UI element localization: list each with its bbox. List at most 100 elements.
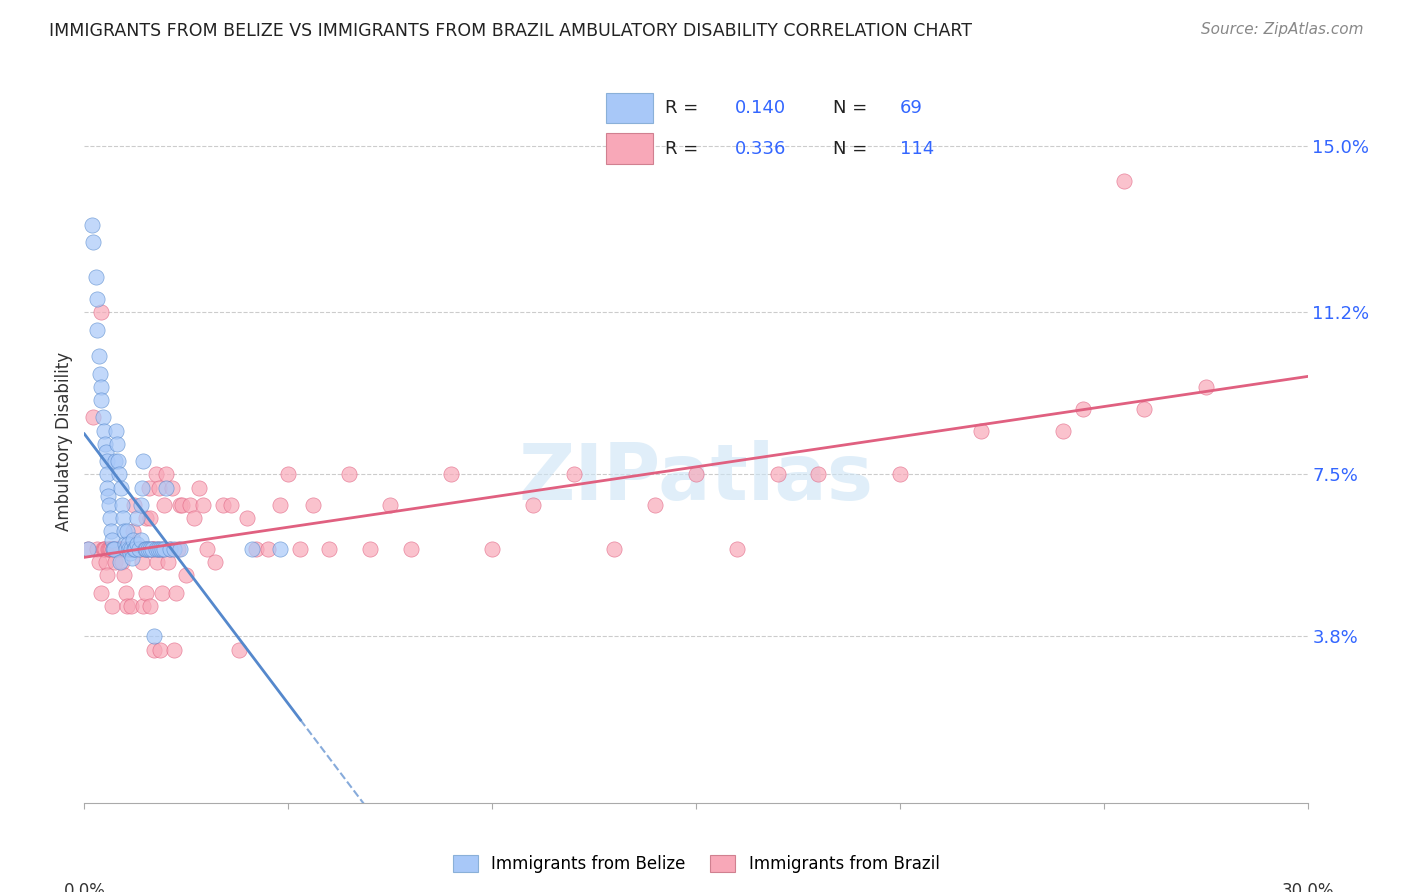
Y-axis label: Ambulatory Disability: Ambulatory Disability: [55, 352, 73, 531]
Point: [107, 541, 129, 556]
Point: [93, 541, 115, 556]
Point: [97, 541, 120, 556]
Point: [105, 424, 128, 438]
Point: [131, 541, 153, 556]
Point: [155, 467, 177, 482]
Point: [108, 467, 131, 482]
Point: [107, 454, 129, 468]
Point: [93, 424, 115, 438]
Point: [562, 467, 585, 482]
Point: [96, 454, 118, 468]
Point: [125, 541, 148, 556]
Point: [1195, 380, 1218, 394]
Point: [136, 541, 159, 556]
Point: [163, 642, 186, 657]
Point: [135, 511, 157, 525]
Point: [110, 541, 132, 556]
Point: [117, 537, 139, 551]
Point: [127, 511, 149, 525]
Point: [125, 537, 148, 551]
Point: [129, 541, 152, 556]
Point: [124, 541, 146, 556]
Point: [380, 498, 402, 512]
Point: [138, 481, 160, 495]
Point: [187, 481, 209, 495]
Point: [1133, 401, 1156, 416]
Point: [152, 541, 174, 556]
Point: [807, 467, 830, 482]
Point: [128, 541, 150, 556]
Point: [115, 585, 138, 599]
Point: [141, 541, 163, 556]
Point: [105, 436, 128, 450]
Point: [114, 537, 136, 551]
Legend: Immigrants from Belize, Immigrants from Brazil: Immigrants from Belize, Immigrants from …: [444, 847, 948, 881]
Text: Source: ZipAtlas.com: Source: ZipAtlas.com: [1201, 22, 1364, 37]
Point: [114, 541, 136, 556]
Point: [98, 511, 121, 525]
Point: [110, 555, 132, 569]
Point: [86, 292, 108, 306]
Point: [146, 555, 169, 569]
Point: [240, 541, 263, 556]
Point: [97, 489, 120, 503]
Point: [145, 541, 167, 556]
Point: [148, 481, 170, 495]
Point: [110, 541, 132, 556]
Point: [290, 541, 312, 556]
Point: [138, 541, 160, 556]
Point: [138, 599, 160, 613]
Point: [131, 498, 153, 512]
Point: [118, 541, 141, 556]
Point: [122, 541, 145, 556]
Point: [134, 541, 156, 556]
Point: [236, 511, 259, 525]
Point: [142, 642, 165, 657]
Point: [105, 541, 128, 556]
Point: [603, 541, 626, 556]
Point: [90, 305, 112, 319]
Point: [142, 541, 165, 556]
Point: [766, 467, 789, 482]
Point: [90, 380, 112, 394]
Point: [122, 524, 145, 539]
Point: [91, 410, 114, 425]
Point: [118, 546, 141, 560]
Point: [77, 541, 100, 556]
Point: [101, 533, 124, 547]
Point: [685, 467, 707, 482]
Point: [127, 541, 149, 556]
Point: [149, 642, 172, 657]
Point: [96, 481, 118, 495]
Point: [121, 550, 143, 565]
Point: [105, 541, 128, 556]
Point: [104, 454, 127, 468]
Point: [112, 524, 135, 539]
Point: [121, 541, 143, 556]
Point: [399, 541, 422, 556]
Point: [725, 541, 748, 556]
Point: [1073, 401, 1095, 416]
Point: [118, 541, 141, 556]
Point: [522, 498, 544, 512]
Point: [131, 555, 153, 569]
Point: [135, 585, 157, 599]
Point: [195, 541, 218, 556]
Point: [277, 467, 299, 482]
Text: 0.0%: 0.0%: [63, 881, 105, 892]
Point: [153, 498, 176, 512]
Point: [97, 498, 120, 512]
Point: [77, 541, 100, 556]
Point: [150, 541, 173, 556]
Point: [103, 541, 125, 556]
Point: [142, 629, 165, 643]
Point: [124, 541, 146, 556]
Point: [87, 555, 110, 569]
Point: [91, 541, 114, 556]
Point: [122, 533, 145, 547]
Point: [93, 541, 115, 556]
Point: [149, 541, 172, 556]
Point: [212, 498, 235, 512]
Point: [889, 467, 911, 482]
Point: [111, 498, 134, 512]
